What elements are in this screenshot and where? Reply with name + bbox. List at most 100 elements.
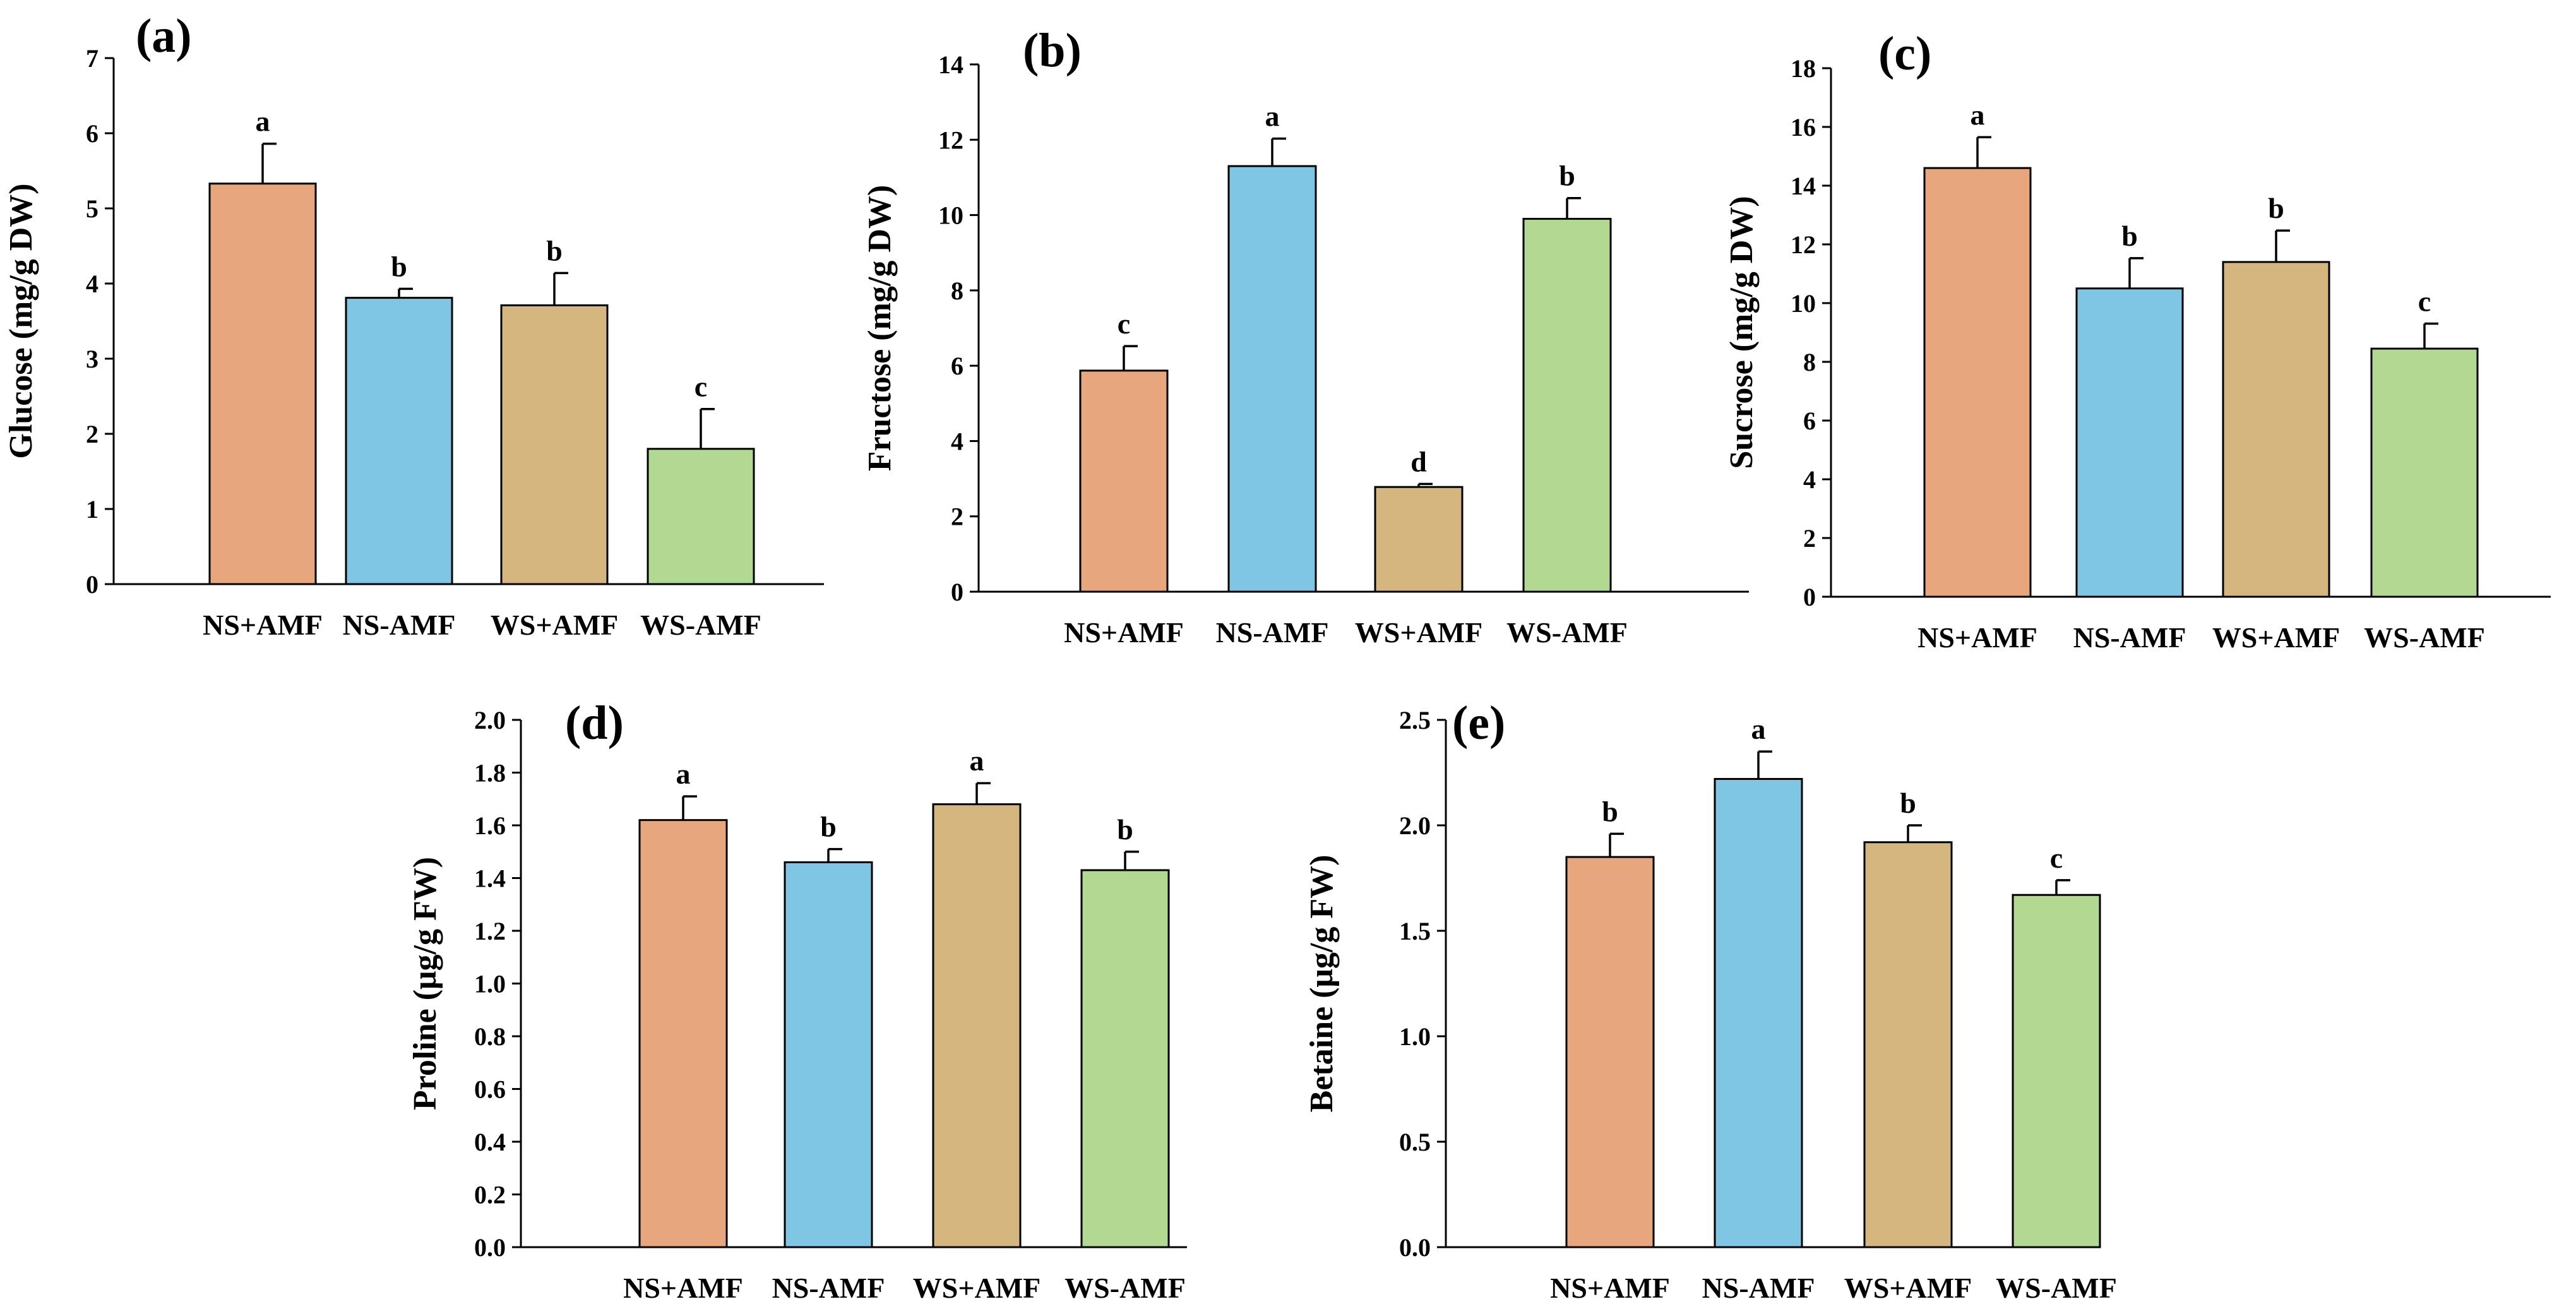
bar-ws-amf — [2012, 894, 2101, 1248]
bar-ns-plus-amf — [1923, 167, 2032, 598]
x-category-label: WS-AMF — [2364, 621, 2485, 654]
bar-ns-amf — [784, 861, 873, 1248]
y-axis-title: Glucose (mg/g DW) — [3, 183, 39, 458]
y-tick-label: 0.0 — [1399, 1233, 1431, 1262]
bar-ns-amf — [1227, 165, 1317, 593]
y-tick-label: 0.0 — [474, 1233, 506, 1262]
y-tick-label: 2 — [1803, 524, 1816, 553]
y-axis-title: Sucrose (mg/g DW) — [1724, 196, 1760, 469]
significance-letter: a — [970, 745, 984, 777]
x-category-label: WS+AMF — [1844, 1272, 1972, 1304]
bar-ns-plus-amf — [208, 182, 317, 585]
significance-letter: b — [391, 250, 407, 282]
significance-letter: c — [2418, 285, 2431, 318]
y-tick-label: 16 — [1791, 113, 1816, 141]
bar-ns-amf — [1714, 778, 1803, 1248]
y-tick-label: 3 — [86, 345, 98, 373]
significance-letter: a — [1265, 100, 1280, 132]
x-category-label: NS+AMF — [1064, 616, 1184, 649]
x-category-label: WS-AMF — [640, 609, 761, 641]
bar-ns-amf — [345, 297, 453, 585]
bar-ws-plus-amf — [500, 304, 609, 585]
x-category-label: WS+AMF — [491, 609, 619, 641]
panel-a: 0 1 2 3 4 5 6 7 Glucose (mg/g DW) (a) a NS+AMF b NS-A… — [3, 9, 824, 641]
y-axis-title: Betaine (μg/g FW) — [1304, 855, 1340, 1113]
y-tick-label: 0.2 — [474, 1181, 506, 1209]
y-tick-label: 12 — [1791, 230, 1816, 259]
y-tick-label: 1 — [86, 495, 98, 523]
y-tick-label: 6 — [1803, 407, 1816, 435]
bar-ws-amf — [2370, 347, 2479, 598]
y-axis-title: Proline (μg/g FW) — [407, 857, 443, 1110]
y-tick-label: 1.0 — [474, 970, 506, 998]
y-tick-label: 4 — [86, 270, 98, 298]
y-tick-label: 2 — [951, 503, 963, 531]
y-tick-label: 4 — [951, 427, 963, 455]
significance-letter: d — [1410, 445, 1427, 477]
significance-letter: c — [1118, 308, 1130, 340]
y-tick-label: 0 — [86, 570, 98, 599]
panel-label: (e) — [1452, 697, 1505, 750]
y-tick-label: 1.5 — [1399, 917, 1431, 945]
x-category-label: WS-AMF — [1996, 1272, 2117, 1304]
significance-letter: b — [546, 234, 563, 266]
significance-letter: a — [1971, 99, 1985, 131]
significance-letter: b — [2121, 220, 2138, 252]
significance-letter: a — [676, 758, 691, 790]
bar-ws-amf — [1080, 869, 1170, 1248]
x-category-label: NS-AMF — [1702, 1272, 1815, 1304]
y-tick-label: 12 — [938, 126, 963, 154]
panel-b: 0 2 4 6 8 10 12 14 Fructose (mg/g DW) (b) c NS+AMF a… — [862, 24, 1749, 649]
significance-letter: a — [256, 105, 270, 138]
panel-c: 0 2 4 6 8 10 12 14 16 18 Sucrose (mg/g DW) (c) a NS+A… — [1724, 27, 2551, 654]
y-tick-label: 0.5 — [1399, 1128, 1431, 1156]
y-tick-label: 2.5 — [1399, 706, 1431, 734]
y-tick-label: 1.8 — [474, 759, 506, 787]
y-tick-label: 14 — [1791, 172, 1816, 200]
y-tick-label: 2.0 — [1399, 811, 1431, 840]
y-tick-label: 1.0 — [1399, 1022, 1431, 1051]
x-category-label: NS+AMF — [1550, 1272, 1670, 1304]
y-tick-label: 18 — [1791, 54, 1816, 83]
x-category-label: WS-AMF — [1064, 1272, 1186, 1304]
bar-ws-amf — [647, 448, 755, 585]
panel-label: (b) — [1023, 24, 1082, 77]
significance-letter: b — [1602, 795, 1618, 827]
panel-label: (d) — [565, 697, 624, 750]
x-category-label: NS-AMF — [1216, 616, 1329, 649]
y-tick-label: 0 — [1803, 583, 1816, 611]
x-category-label: NS+AMF — [1917, 621, 2037, 654]
y-tick-label: 6 — [86, 119, 98, 148]
x-category-label: NS-AMF — [772, 1272, 885, 1304]
significance-letter: c — [695, 371, 707, 403]
y-tick-label: 10 — [938, 201, 963, 230]
x-category-label: NS-AMF — [343, 609, 456, 641]
significance-letter: c — [2050, 842, 2063, 874]
bar-ws-plus-amf — [2222, 261, 2330, 598]
y-tick-label: 6 — [951, 352, 963, 380]
panel-label: (c) — [1878, 27, 1931, 80]
y-tick-label: 0 — [951, 578, 963, 606]
y-tick-label: 1.4 — [474, 864, 506, 893]
y-tick-label: 8 — [951, 277, 963, 305]
x-category-label: WS+AMF — [913, 1272, 1041, 1304]
panel-e: 0.0 0.5 1.0 1.5 2.0 2.5 Betaine (μg/g FW) (e) b N… — [1304, 697, 2117, 1304]
bar-ws-amf — [1522, 218, 1612, 593]
x-category-label: WS-AMF — [1506, 616, 1628, 649]
y-axis-title: Fructose (mg/g DW) — [862, 185, 898, 471]
bar-ns-plus-amf — [638, 819, 728, 1248]
x-category-label: WS+AMF — [1355, 616, 1483, 649]
y-tick-label: 0.6 — [474, 1075, 506, 1104]
bar-ns-amf — [2075, 287, 2184, 598]
significance-letter: b — [1117, 813, 1133, 846]
y-tick-label: 8 — [1803, 348, 1816, 376]
significance-letter: a — [1751, 713, 1766, 745]
x-category-label: NS-AMF — [2073, 621, 2186, 654]
bar-ws-plus-amf — [1374, 486, 1464, 593]
x-category-label: NS+AMF — [623, 1272, 743, 1304]
significance-letter: b — [1559, 160, 1575, 192]
significance-letter: b — [820, 811, 837, 843]
y-tick-label: 5 — [86, 194, 98, 223]
y-tick-label: 7 — [86, 44, 98, 73]
